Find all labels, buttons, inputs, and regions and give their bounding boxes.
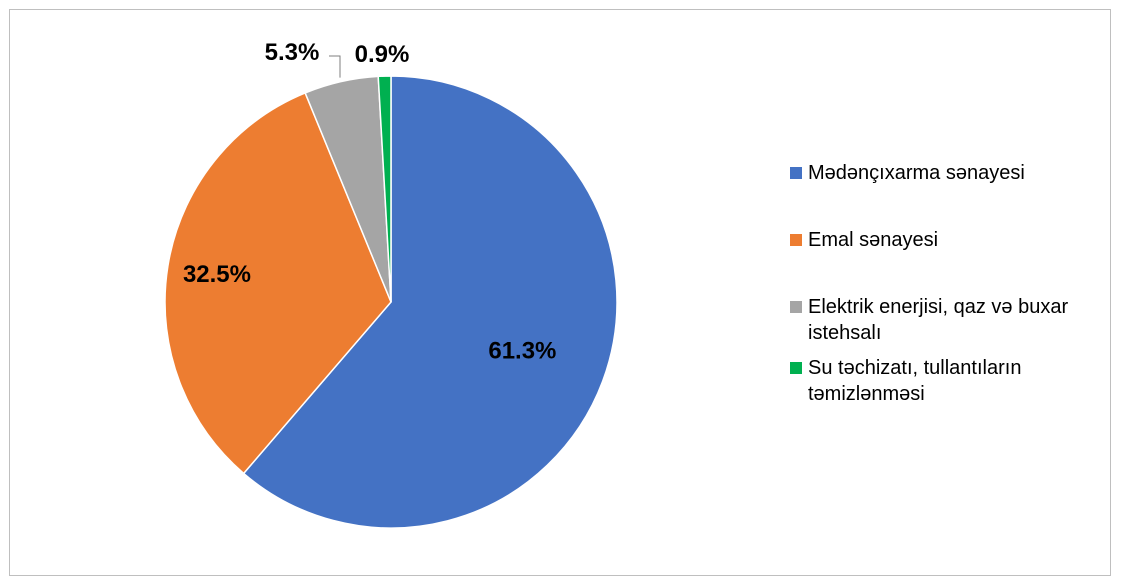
legend-label-electricity: Elektrik enerjisi, qaz və buxar istehsal… bbox=[808, 296, 1069, 344]
pie-slices bbox=[164, 75, 618, 529]
legend-item-electricity: Elektrik enerjisi, qaz və buxar istehsal… bbox=[790, 294, 1110, 346]
legend-item-mining: Mədənçıxarma sənayesi bbox=[790, 160, 1110, 186]
pie-slice-water-supply bbox=[377, 75, 392, 303]
legend-label-manufacturing: Emal sənayesi bbox=[808, 229, 939, 251]
slice-labels: 61.3% 32.5% 5.3% 0.9% bbox=[183, 39, 556, 365]
legend-item-water-supply: Su təchizatı, tullantıların təmizlənməsi bbox=[790, 355, 1110, 407]
legend-swatch-electricity bbox=[790, 301, 802, 313]
legend-label-water-supply: Su təchizatı, tullantıların təmizlənməsi bbox=[808, 357, 1022, 405]
leader-line-electricity bbox=[329, 55, 341, 78]
pie-slice-manufacturing bbox=[164, 91, 392, 475]
slice-label-mining: 61.3% bbox=[488, 338, 556, 365]
pie-slice-mining bbox=[242, 75, 618, 529]
legend-label-mining: Mədənçıxarma sənayesi bbox=[808, 162, 1025, 184]
legend-swatch-manufacturing bbox=[790, 234, 802, 246]
legend-item-manufacturing: Emal sənayesi bbox=[790, 227, 1110, 253]
legend: Mədənçıxarma sənayesi Emal sənayesi Elek… bbox=[790, 160, 1110, 416]
slice-label-manufacturing: 32.5% bbox=[183, 261, 251, 288]
leader-lines bbox=[329, 55, 341, 78]
slice-label-electricity: 5.3% bbox=[265, 39, 320, 66]
legend-swatch-mining bbox=[790, 167, 802, 179]
legend-swatch-water-supply bbox=[790, 362, 802, 374]
slice-label-water-supply: 0.9% bbox=[355, 41, 410, 68]
